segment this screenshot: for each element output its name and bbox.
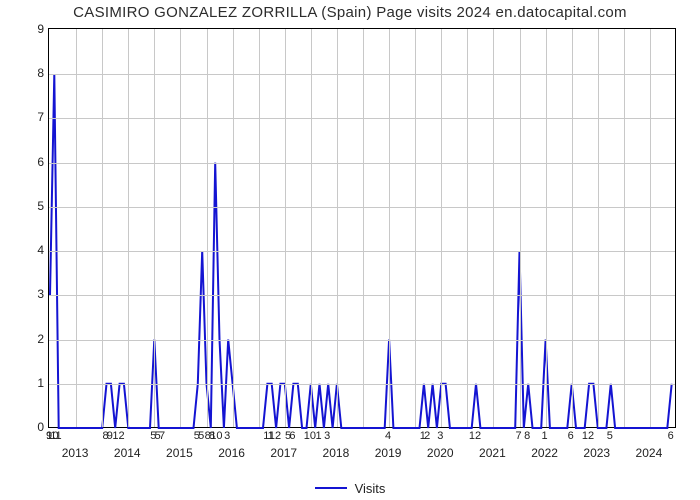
gridline-v bbox=[363, 29, 364, 427]
x-year-label: 2022 bbox=[531, 446, 558, 460]
y-tick-label: 4 bbox=[4, 243, 44, 257]
gridline-v bbox=[520, 29, 521, 427]
gridline-h bbox=[49, 251, 675, 252]
x-value-marker: 1 bbox=[542, 430, 548, 442]
y-tick-label: 0 bbox=[4, 420, 44, 434]
x-value-marker: 12 bbox=[469, 430, 481, 442]
gridline-h bbox=[49, 74, 675, 75]
x-value-marker: 7 bbox=[515, 430, 521, 442]
gridline-v-minor bbox=[180, 29, 181, 427]
gridline-v bbox=[624, 29, 625, 427]
gridline-v bbox=[259, 29, 260, 427]
x-value-marker: 10 bbox=[304, 430, 316, 442]
x-value-marker: 5 bbox=[198, 430, 204, 442]
gridline-v-minor bbox=[76, 29, 77, 427]
y-tick-label: 7 bbox=[4, 110, 44, 124]
x-year-label: 2019 bbox=[375, 446, 402, 460]
gridline-v-minor bbox=[233, 29, 234, 427]
gridline-v-minor bbox=[441, 29, 442, 427]
x-value-marker: 3 bbox=[224, 430, 230, 442]
gridline-v bbox=[311, 29, 312, 427]
gridline-v-minor bbox=[598, 29, 599, 427]
gridline-v bbox=[102, 29, 103, 427]
legend-label: Visits bbox=[355, 481, 386, 496]
x-value-marker: 6 bbox=[668, 430, 674, 442]
gridline-v-minor bbox=[650, 29, 651, 427]
x-value-marker: 6 bbox=[568, 430, 574, 442]
gridline-v-minor bbox=[389, 29, 390, 427]
legend: Visits bbox=[0, 476, 700, 496]
x-year-label: 2021 bbox=[479, 446, 506, 460]
x-value-marker: 6 bbox=[289, 430, 295, 442]
gridline-v-minor bbox=[285, 29, 286, 427]
gridline-v-minor bbox=[546, 29, 547, 427]
x-value-marker: 1 bbox=[315, 430, 321, 442]
y-tick-label: 5 bbox=[4, 199, 44, 213]
y-tick-label: 6 bbox=[4, 155, 44, 169]
gridline-v bbox=[154, 29, 155, 427]
x-value-marker: 12 bbox=[269, 430, 281, 442]
x-year-label: 2017 bbox=[270, 446, 297, 460]
x-year-label: 2020 bbox=[427, 446, 454, 460]
gridline-v-minor bbox=[337, 29, 338, 427]
x-year-label: 2023 bbox=[583, 446, 610, 460]
x-value-marker: 7 bbox=[159, 430, 165, 442]
x-value-marker: 3 bbox=[324, 430, 330, 442]
gridline-h bbox=[49, 118, 675, 119]
x-value-marker: 12 bbox=[582, 430, 594, 442]
x-value-marker: 3 bbox=[437, 430, 443, 442]
gridline-h bbox=[49, 340, 675, 341]
x-value-marker: 11 bbox=[50, 430, 61, 442]
gridline-v bbox=[467, 29, 468, 427]
gridline-h bbox=[49, 295, 675, 296]
y-tick-label: 8 bbox=[4, 66, 44, 80]
y-tick-label: 1 bbox=[4, 376, 44, 390]
x-value-marker: 5 bbox=[607, 430, 613, 442]
x-year-label: 2024 bbox=[636, 446, 663, 460]
chart-title: CASIMIRO GONZALEZ ZORRILLA (Spain) Page … bbox=[0, 4, 700, 21]
x-year-label: 2015 bbox=[166, 446, 193, 460]
gridline-h bbox=[49, 207, 675, 208]
gridline-h bbox=[49, 163, 675, 164]
y-tick-label: 9 bbox=[4, 22, 44, 36]
plot-area bbox=[48, 28, 676, 428]
legend-swatch bbox=[315, 487, 347, 489]
x-value-marker: 10 bbox=[210, 430, 222, 442]
x-year-label: 2018 bbox=[323, 446, 350, 460]
x-value-marker: 8 bbox=[524, 430, 530, 442]
x-year-label: 2014 bbox=[114, 446, 141, 460]
gridline-v bbox=[207, 29, 208, 427]
gridline-v-minor bbox=[493, 29, 494, 427]
gridline-v-minor bbox=[128, 29, 129, 427]
x-year-label: 2013 bbox=[62, 446, 89, 460]
x-value-marker: 4 bbox=[385, 430, 391, 442]
gridline-h bbox=[49, 384, 675, 385]
x-value-marker: 12 bbox=[112, 430, 124, 442]
gridline-v bbox=[415, 29, 416, 427]
x-year-label: 2016 bbox=[218, 446, 245, 460]
y-tick-label: 2 bbox=[4, 332, 44, 346]
gridline-v bbox=[572, 29, 573, 427]
y-tick-label: 3 bbox=[4, 287, 44, 301]
visits-line-chart: CASIMIRO GONZALEZ ZORRILLA (Spain) Page … bbox=[0, 0, 700, 500]
x-value-marker: 2 bbox=[424, 430, 430, 442]
